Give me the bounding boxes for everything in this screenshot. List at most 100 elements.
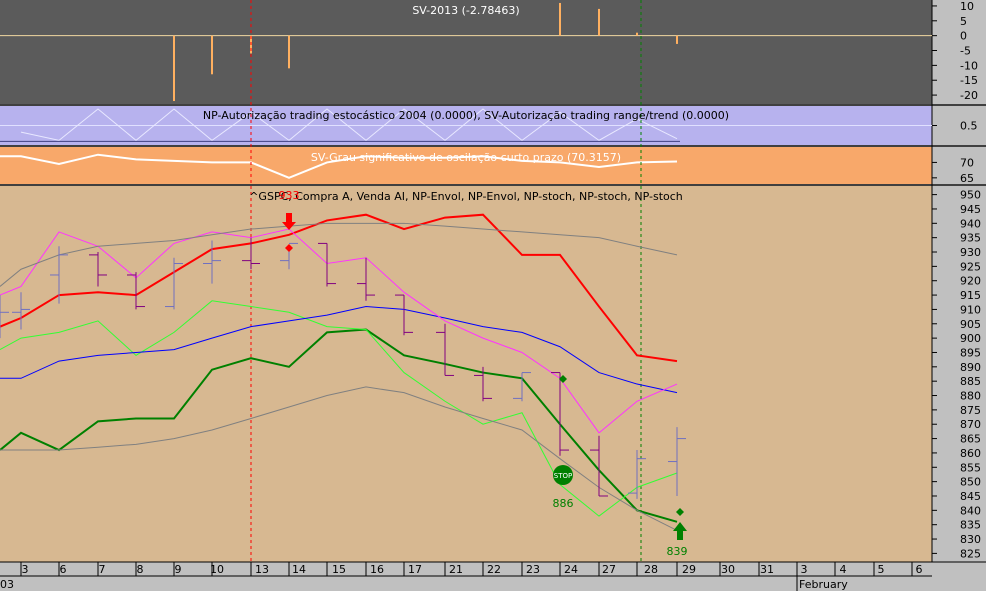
sv2013-bar [211,35,213,75]
price-ytick-label: 840 [960,504,981,517]
date-tick-label: 15 [332,563,346,576]
date-tick-label: 4 [840,563,847,576]
upper-stop-line [0,213,678,363]
stop-price-label: 886 [553,497,574,510]
date-tick-label: 24 [564,563,578,576]
grau-ytick-label: 70 [960,156,974,169]
price-ytick-label: 945 [960,203,981,216]
grau-title: SV-Grau significativo de oscilação curto… [311,151,621,164]
sell-diamond-marker [285,244,293,252]
date-tick-label: 3 [22,563,29,576]
buy-diamond-marker [676,508,684,516]
grau-ytick-label: 65 [960,172,974,185]
price-ytick-label: 895 [960,346,981,359]
date-tick-label: 31 [760,563,774,576]
autorizacao-ytick-label: 0.5 [960,120,978,133]
date-tick-label: 17 [408,563,422,576]
price-ytick-label: 865 [960,433,981,446]
sell-arrow-icon [282,213,296,230]
grau-plot [0,153,678,179]
buy-price-label: 839 [667,545,688,558]
price-ytick-label: 900 [960,332,981,345]
autorizacao-title: NP-Autorização trading estocástico 2004 … [203,109,729,122]
sv2013-ytick-label: 0 [960,30,967,43]
sv2013-ytick-label: -5 [960,45,971,58]
price-ytick-label: 920 [960,275,981,288]
date-tick-label: 14 [292,563,306,576]
sv2013-ytick-label: -15 [960,74,978,87]
date-tick-label: 29 [682,563,696,576]
sv2013-ytick-label: -10 [960,59,978,72]
sv2013-yaxis [932,0,986,104]
sv2013-bar [636,32,638,36]
date-tick-label: 23 [526,563,540,576]
sv2013-ytick-label: -20 [960,89,978,102]
date-tick-label: 8 [137,563,144,576]
price-ytick-label: 910 [960,303,981,316]
price-ytick-label: 885 [960,375,981,388]
date-tick-label: 28 [644,563,658,576]
price-ytick-label: 880 [960,390,981,403]
price-ytick-label: 835 [960,519,981,532]
price-ytick-label: 825 [960,547,981,560]
grau-panel [0,147,932,184]
date-tick-label: 3 [801,563,808,576]
date-tick-label: 30 [721,563,735,576]
month-label: February [799,578,848,591]
price-ytick-label: 890 [960,361,981,374]
autorizacao-series-line [20,108,678,141]
xaxis-ticks: 3 6 7 8 9 10 13 14 15 16 17 21 22 23 24 27 28 29 30 31 3 4 5 6 [0,562,932,591]
sv2013-panel [0,0,932,104]
price-ytick-label: 935 [960,232,981,245]
year-label: 03 [0,578,14,591]
date-tick-label: 22 [487,563,501,576]
date-tick-label: 6 [916,563,923,576]
main-plot: STOP [0,0,687,576]
grau-series-line [0,153,678,179]
stop-sign-text: STOP [554,472,572,480]
price-ytick-label: 855 [960,461,981,474]
stop-diamond-marker [559,375,567,383]
date-tick-label: 27 [602,563,616,576]
sv2013-title: SV-2013 (-2.78463) [412,4,519,17]
sv2013-bar [288,35,290,69]
sv2013-ytick-label: 5 [960,15,967,28]
envelope-lower-line [0,386,678,531]
price-ytick-label: 870 [960,418,981,431]
price-ytick-label: 925 [960,260,981,273]
date-tick-label: 13 [255,563,269,576]
date-tick-label: 7 [99,563,106,576]
sv2013-bar [559,2,561,36]
sv2013-bar [173,35,175,102]
price-ytick-label: 915 [960,289,981,302]
envelope-upper-line [0,222,678,287]
price-ytick-label: 850 [960,476,981,489]
price-ytick-label: 860 [960,447,981,460]
date-tick-label: 5 [878,563,885,576]
price-ytick-label: 875 [960,404,981,417]
sell-price-label: 933 [279,189,300,202]
main-yaxis [932,186,986,562]
date-tick-label: 16 [370,563,384,576]
price-ytick-label: 940 [960,217,981,230]
date-tick-label: 6 [60,563,67,576]
price-ytick-label: 905 [960,318,981,331]
sv2013-bar [598,8,600,36]
stoch-blue-line [0,306,678,394]
price-ytick-label: 930 [960,246,981,259]
sv2013-bar [676,35,678,44]
buy-arrow-icon [673,522,687,540]
price-ytick-label: 950 [960,189,981,202]
sv2013-ytick-label: 10 [960,0,974,13]
date-tick-label: 9 [175,563,182,576]
autorizacao-plot [0,108,932,142]
price-ytick-label: 845 [960,490,981,503]
price-ytick-label: 830 [960,533,981,546]
main-price-panel [0,186,932,562]
main-title: ^GSPC, Compra A, Venda AI, NP-Envol, NP-… [249,190,683,203]
grau-yaxis [932,147,986,184]
autorizacao-yaxis [932,106,986,145]
